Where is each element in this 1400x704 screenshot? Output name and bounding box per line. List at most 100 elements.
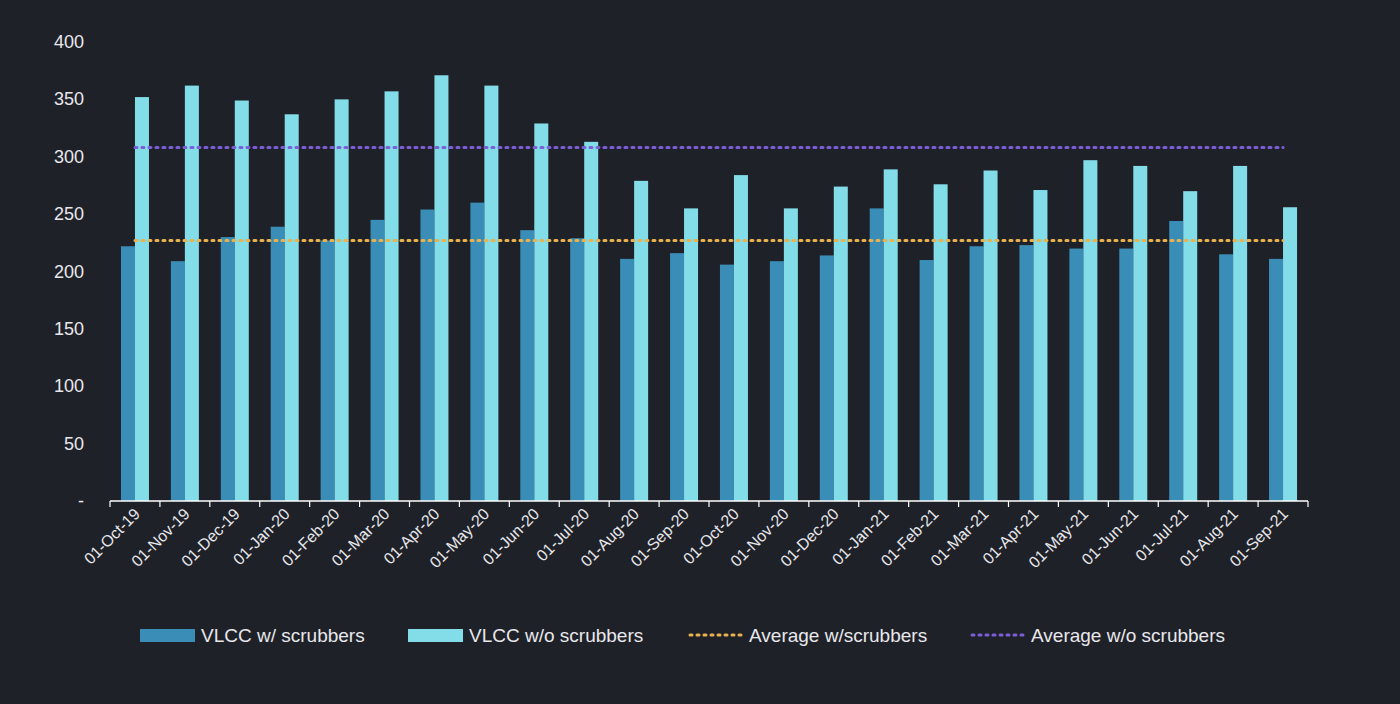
bar: [470, 203, 484, 501]
bar: [670, 253, 684, 501]
legend-swatch: [972, 634, 1025, 637]
x-tick: [359, 501, 360, 507]
x-tick: [1307, 501, 1308, 507]
x-tick: [1058, 501, 1059, 507]
plot-area: [121, 75, 1297, 501]
bar: [1019, 245, 1033, 501]
bar: [934, 184, 948, 501]
bar: [720, 265, 734, 501]
bar: [321, 241, 335, 501]
y-tick-label: 50: [64, 434, 84, 454]
bar: [1033, 190, 1047, 501]
bar: [634, 181, 648, 501]
bar: [420, 210, 434, 501]
y-tick-label: 300: [54, 147, 84, 167]
x-tick: [808, 501, 809, 507]
y-tick-label: 250: [54, 204, 84, 224]
bar: [285, 114, 299, 501]
bar: [1119, 249, 1133, 501]
y-tick-label: 100: [54, 376, 84, 396]
y-tick-label: 400: [54, 32, 84, 52]
x-tick: [259, 501, 260, 507]
x-tick: [609, 501, 610, 507]
bar: [920, 260, 934, 501]
legend-swatch: [690, 634, 743, 637]
x-tick-label: 01-May-20: [426, 505, 492, 571]
y-tick-label: 150: [54, 319, 84, 339]
bar: [520, 230, 534, 501]
bar: [734, 175, 748, 501]
bar: [221, 237, 235, 501]
x-tick: [559, 501, 560, 507]
bar: [1183, 191, 1197, 501]
x-tick: [658, 501, 659, 507]
bar: [121, 246, 135, 501]
bar: [385, 91, 399, 501]
bar: [1283, 207, 1297, 501]
bar: [434, 75, 448, 501]
x-tick-label: 01-Jun-21: [1078, 505, 1141, 568]
average-line: [135, 239, 1283, 242]
x-tick-label: 01-Sep-20: [627, 505, 692, 570]
x-tick-label: 01-Mar-21: [927, 505, 991, 569]
bar: [1219, 254, 1233, 501]
x-tick-label: 01-Mar-20: [328, 505, 392, 569]
x-tick: [109, 501, 110, 507]
bar: [970, 246, 984, 501]
bar: [1133, 166, 1147, 501]
legend-label: VLCC w/ scrubbers: [201, 625, 365, 646]
x-tick: [1108, 501, 1109, 507]
x-tick: [758, 501, 759, 507]
bar: [1069, 249, 1083, 501]
bar: [235, 101, 249, 501]
background: [0, 0, 1400, 704]
x-tick: [309, 501, 310, 507]
bar: [870, 208, 884, 501]
x-tick: [409, 501, 410, 507]
x-tick: [1208, 501, 1209, 507]
bar: [770, 261, 784, 501]
x-tick-label: 01-May-21: [1025, 505, 1091, 571]
x-tick: [708, 501, 709, 507]
legend-label: Average w/scrubbers: [749, 625, 927, 646]
bar: [335, 99, 349, 501]
bar: [684, 208, 698, 501]
legend-swatch: [140, 629, 195, 642]
x-tick: [209, 501, 210, 507]
bar: [1083, 160, 1097, 501]
x-tick: [1008, 501, 1009, 507]
bar: [271, 227, 285, 501]
bar: [1169, 221, 1183, 501]
bar: [620, 259, 634, 501]
bar: [834, 187, 848, 501]
x-tick-label: 01-Jun-20: [479, 505, 542, 568]
x-tick: [958, 501, 959, 507]
bar: [784, 208, 798, 501]
bar: [171, 261, 185, 501]
legend-swatch: [408, 629, 463, 642]
x-tick: [1158, 501, 1159, 507]
average-line: [135, 146, 1283, 149]
x-tick: [159, 501, 160, 507]
bar: [371, 220, 385, 501]
y-tick-label: 200: [54, 262, 84, 282]
bar: [884, 169, 898, 501]
chart: -5010015020025030035040001-Oct-1901-Nov-…: [0, 0, 1400, 704]
x-tick-label: 01-Sep-21: [1226, 505, 1291, 570]
bar: [984, 171, 998, 501]
bar: [534, 123, 548, 501]
bar: [135, 97, 149, 501]
bar: [570, 238, 584, 501]
x-tick: [509, 501, 510, 507]
x-tick: [459, 501, 460, 507]
y-tick-label: 350: [54, 89, 84, 109]
bar: [1233, 166, 1247, 501]
bar: [1269, 259, 1283, 501]
legend-label: VLCC w/o scrubbers: [469, 625, 643, 646]
bar: [584, 142, 598, 501]
x-tick: [858, 501, 859, 507]
x-tick: [908, 501, 909, 507]
y-tick-label: -: [78, 491, 84, 511]
legend-label: Average w/o scrubbers: [1031, 625, 1225, 646]
bar: [820, 255, 834, 501]
